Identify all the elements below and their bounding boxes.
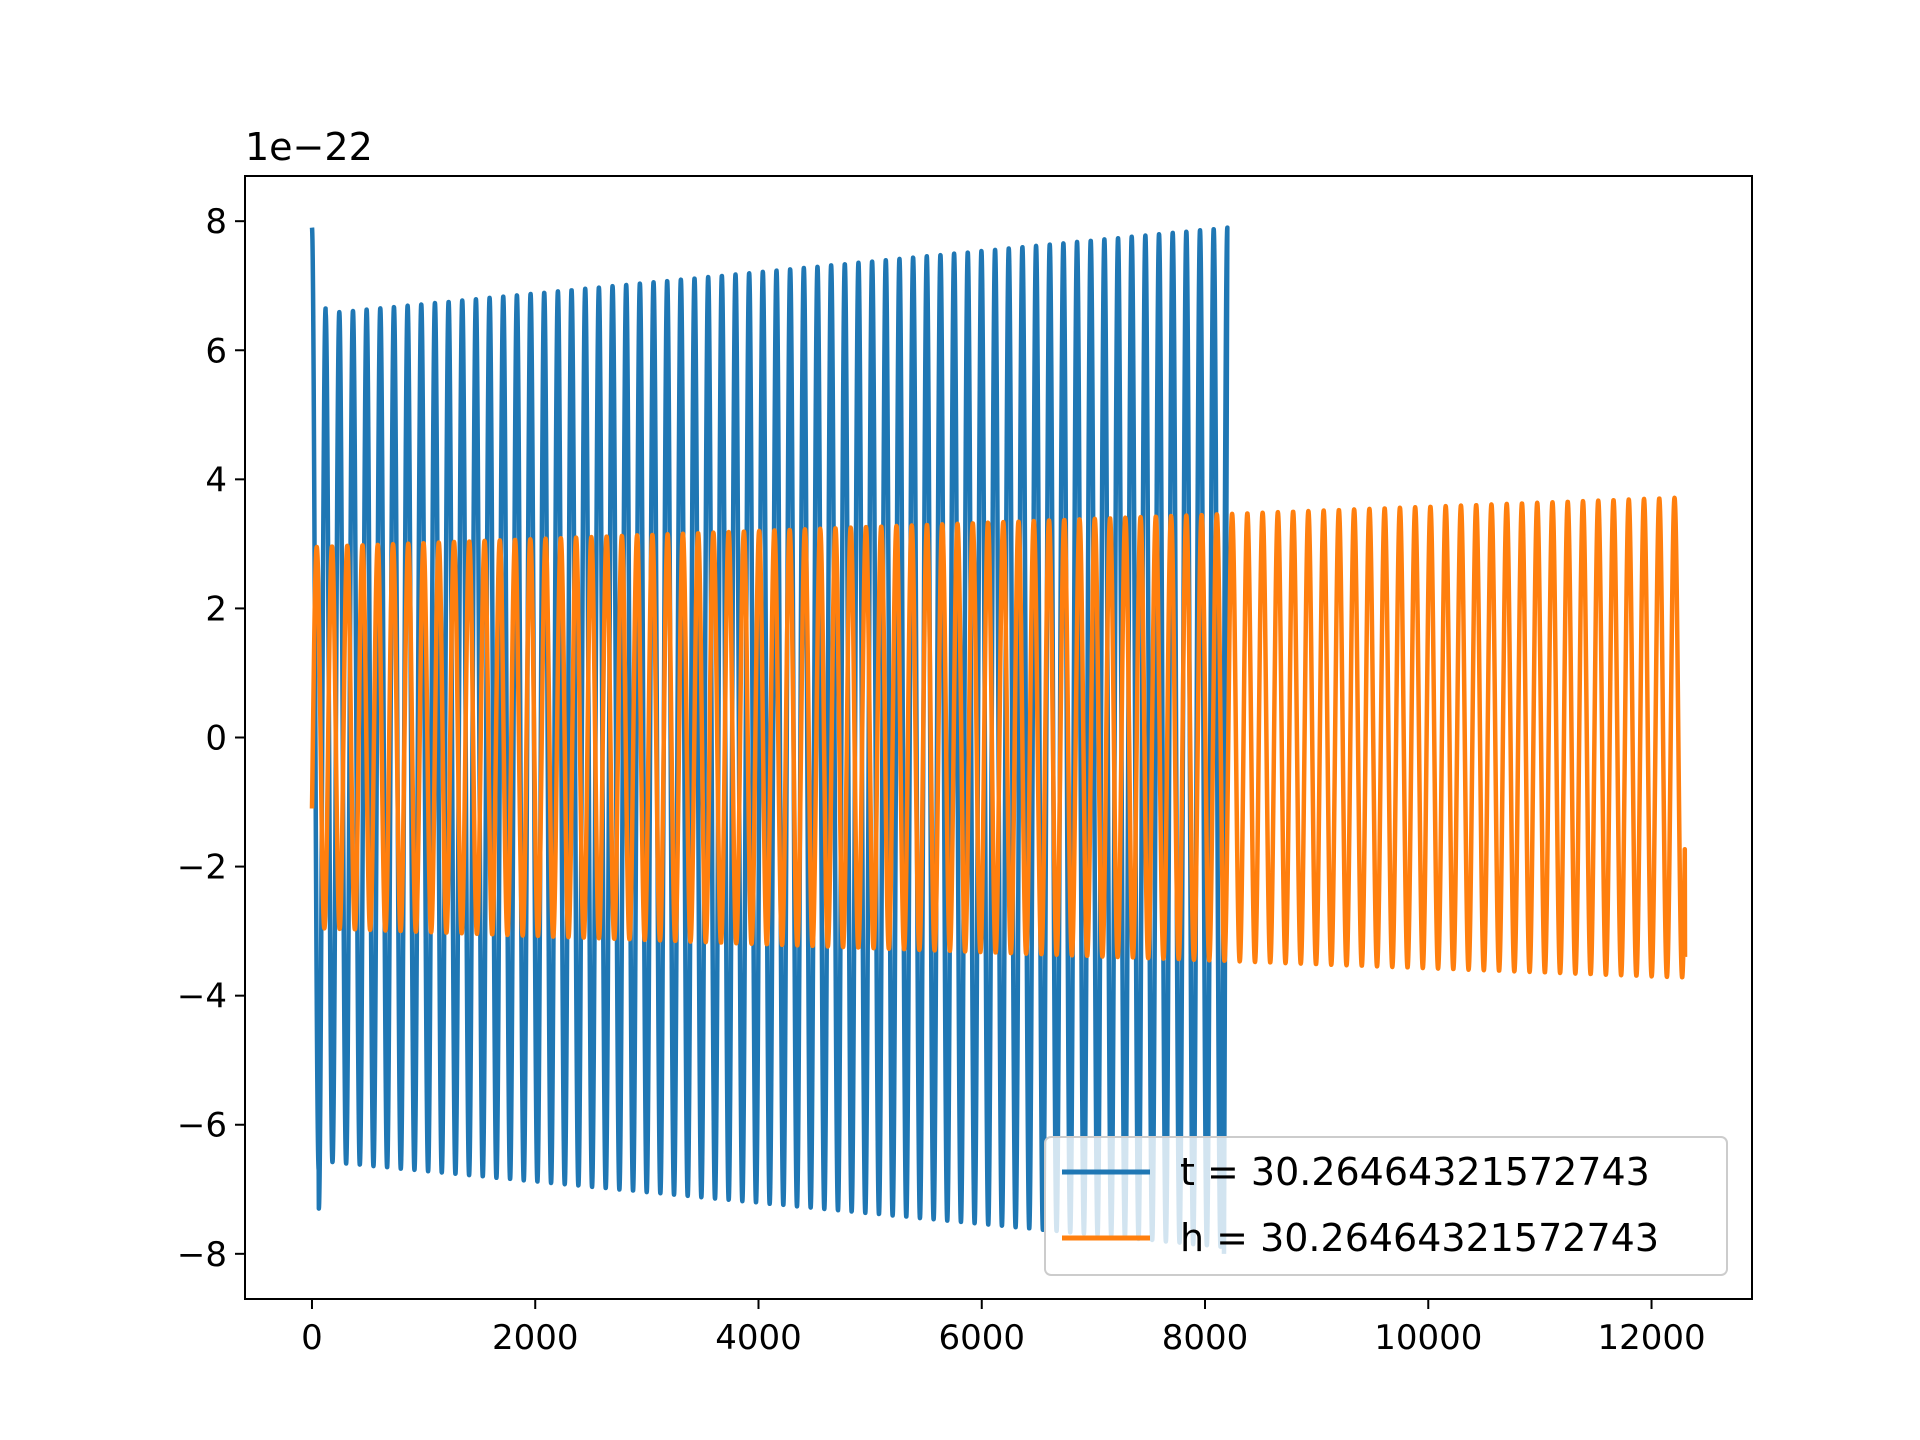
x-tick-label: 2000 (492, 1318, 579, 1358)
series-line-t (309, 225, 1230, 1254)
x-tick-label: 8000 (1162, 1318, 1249, 1358)
y-tick-label: 8 (205, 202, 227, 242)
y-tick-label: 4 (205, 460, 227, 500)
y-offset-label: 1e−22 (245, 125, 373, 169)
legend: t = 30.26464321572743 h = 30.26464321572… (1044, 1136, 1728, 1276)
x-tick-label: 0 (301, 1318, 323, 1358)
x-tick-label: 10000 (1374, 1318, 1482, 1358)
y-tick-label: 6 (205, 331, 227, 371)
y-tick-label: −4 (177, 977, 227, 1017)
series-layer (309, 225, 1688, 1254)
y-tick-label: −2 (177, 848, 227, 888)
series-line-h (309, 495, 1688, 980)
x-tick-label: 6000 (938, 1318, 1025, 1358)
y-tick-label: 2 (205, 589, 227, 629)
legend-box (1044, 1136, 1728, 1276)
legend-label-h: h = 30.26464321572743 (1180, 1216, 1659, 1260)
y-axis: −8 −6 −4 −2 0 2 4 6 8 (177, 202, 245, 1275)
y-tick-label: −8 (177, 1235, 227, 1275)
x-tick-label: 4000 (715, 1318, 802, 1358)
legend-label-t: t = 30.26464321572743 (1180, 1150, 1650, 1194)
x-axis: 0 2000 4000 6000 8000 10000 12000 (301, 1299, 1706, 1358)
y-tick-label: 0 (205, 719, 227, 759)
y-tick-label: −6 (177, 1106, 227, 1146)
x-tick-label: 12000 (1597, 1318, 1705, 1358)
